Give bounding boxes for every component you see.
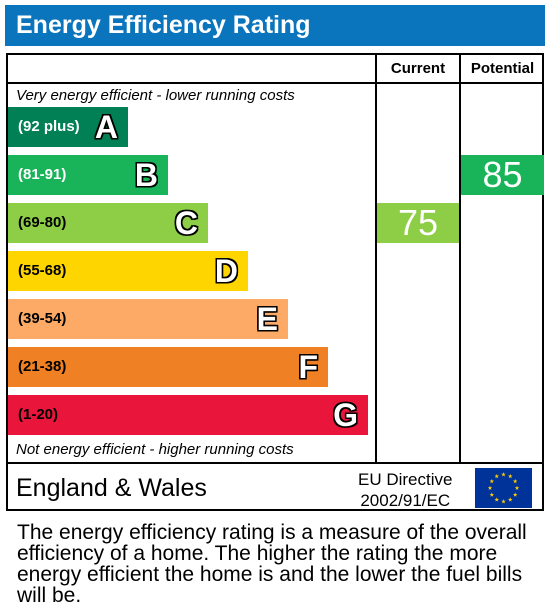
band-range-label: (55-68) xyxy=(18,262,67,279)
band-range-label: (21-38) xyxy=(18,358,67,375)
band-range-label: (69-80) xyxy=(18,214,67,231)
title-bar: Energy Efficiency Rating xyxy=(5,5,545,46)
potential-column-divider xyxy=(459,53,461,463)
band-letter: G xyxy=(333,397,358,433)
band-range-label: (81-91) xyxy=(18,166,67,183)
band-g: (1-20) G xyxy=(8,395,368,435)
band-c: (69-80) C xyxy=(8,203,208,243)
region-label: England & Wales xyxy=(16,474,207,502)
eu-star xyxy=(494,497,500,502)
current-column-divider xyxy=(375,53,377,463)
eu-star xyxy=(507,497,513,502)
eu-directive-label: EU Directive 2002/91/EC xyxy=(358,469,452,511)
band-range-label: (92 plus) xyxy=(18,118,80,135)
eu-star xyxy=(501,472,506,477)
band-letter: E xyxy=(256,301,278,337)
band-letter: A xyxy=(94,109,118,145)
band-d: (55-68) D xyxy=(8,251,248,291)
band-f: (21-38) F xyxy=(8,347,328,387)
description-text: The energy efficiency rating is a measur… xyxy=(17,521,527,607)
chart-title: Energy Efficiency Rating xyxy=(16,11,311,39)
band-range-label: (1-20) xyxy=(18,406,59,423)
current-column-header: Current xyxy=(390,60,446,77)
eu-star xyxy=(487,485,493,490)
rating-table-frame xyxy=(6,53,544,511)
eu-star xyxy=(514,485,520,490)
eu-directive-line-1: EU Directive xyxy=(358,470,453,489)
eu-star xyxy=(494,473,500,479)
current-rating: 75 xyxy=(377,203,459,243)
band-letter: C xyxy=(174,205,198,241)
band-a: (92 plus) A xyxy=(8,107,128,147)
eu-star xyxy=(489,478,495,484)
potential-rating: 85 xyxy=(461,155,544,195)
band-e: (39-54) E xyxy=(8,299,288,339)
eu-star xyxy=(507,473,513,479)
band-letter: B xyxy=(134,157,158,193)
note-not-efficient: Not energy efficient - higher running co… xyxy=(16,441,294,458)
band-b: (81-91) B xyxy=(8,155,168,195)
eu-star xyxy=(501,499,506,504)
eu-star xyxy=(489,492,495,497)
band-letter: D xyxy=(214,253,238,289)
eu-flag-icon xyxy=(475,468,532,508)
footer-row-divider xyxy=(6,462,544,464)
note-very-efficient: Very energy efficient - lower running co… xyxy=(16,87,295,104)
potential-column-header: Potential xyxy=(470,60,535,77)
header-row-divider xyxy=(6,82,544,84)
eu-star xyxy=(512,492,518,497)
band-letter: F xyxy=(298,349,318,385)
eu-star xyxy=(512,478,518,484)
eu-directive-line-2: 2002/91/EC xyxy=(360,491,451,510)
band-range-label: (39-54) xyxy=(18,310,67,327)
